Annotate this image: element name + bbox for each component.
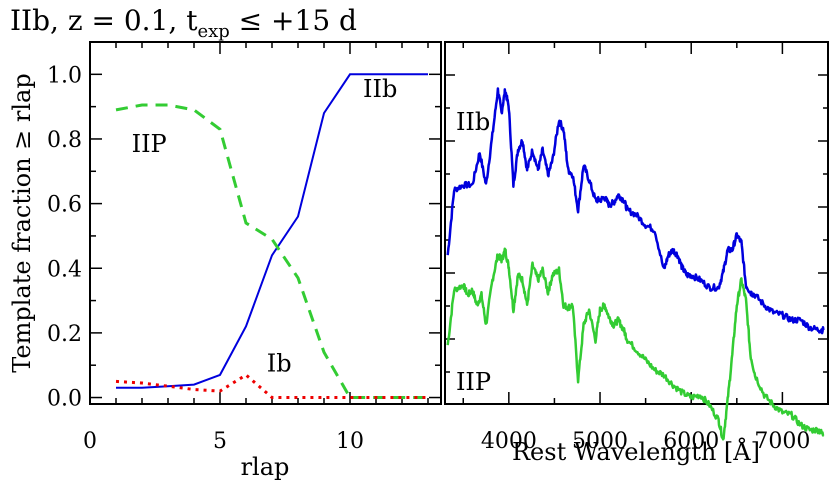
left-ylabel: Template fraction ≥ rlap — [8, 73, 36, 372]
left-annotation-iip: IIP — [132, 130, 167, 158]
right-annotation-iib: IIb — [456, 108, 490, 136]
left-ytick-label: 1.0 — [47, 63, 82, 88]
figure-title: IIb, z = 0.1, texp ≤ +15 d — [10, 4, 357, 42]
right-axes-frame — [444, 41, 829, 405]
left-series-ib — [115, 373, 428, 399]
left-xtick-label: 5 — [213, 429, 227, 454]
right-xlabel: Rest Wavelength [Å] — [512, 437, 760, 466]
right-xtick-label: 4000 — [481, 429, 537, 454]
left-axes-frame — [89, 41, 442, 405]
left-series-iib — [116, 73, 428, 389]
left-xtick-label: 10 — [336, 429, 364, 454]
right-xtick-label: 5000 — [572, 429, 628, 454]
left-ytick-label: 0.4 — [47, 257, 82, 282]
right-ticks: 4000 5000 6000 7000 — [445, 42, 828, 454]
right-xtick-label: 6000 — [663, 429, 719, 454]
title-prefix: IIb, z = 0.1, t — [10, 4, 198, 37]
right-series — [446, 87, 825, 441]
title-subscript: exp — [197, 21, 229, 42]
left-ytick-label: 0.8 — [47, 128, 82, 153]
left-annotation-ib: Ib — [267, 350, 292, 378]
left-xtick-label: 0 — [83, 429, 97, 454]
right-spectrum-iip — [446, 247, 825, 441]
left-annotation-iib: IIb — [363, 75, 397, 103]
right-xtick-label: 7000 — [754, 429, 810, 454]
left-annotations: IIb IIP Ib — [132, 75, 398, 378]
left-series — [115, 73, 428, 399]
left-ytick-label: 0.0 — [47, 387, 82, 412]
left-panel: 0 5 10 0.0 0.2 0.4 0.6 0.8 1.0 IIb IIP Ib rlap Tem… — [8, 41, 442, 481]
left-ytick-label: 0.6 — [47, 193, 82, 218]
right-annotations: IIb IIP — [456, 108, 491, 396]
right-spectrum-iib — [446, 87, 825, 335]
left-ticks: 0 5 10 0.0 0.2 0.4 0.6 0.8 1.0 — [47, 42, 441, 454]
right-annotation-iip: IIP — [456, 368, 491, 396]
left-xlabel: rlap — [241, 453, 290, 481]
right-panel: 4000 5000 6000 7000 IIb IIP Rest Wavelength … — [444, 41, 829, 466]
left-ytick-label: 0.2 — [47, 322, 82, 347]
title-suffix: ≤ +15 d — [230, 4, 357, 37]
